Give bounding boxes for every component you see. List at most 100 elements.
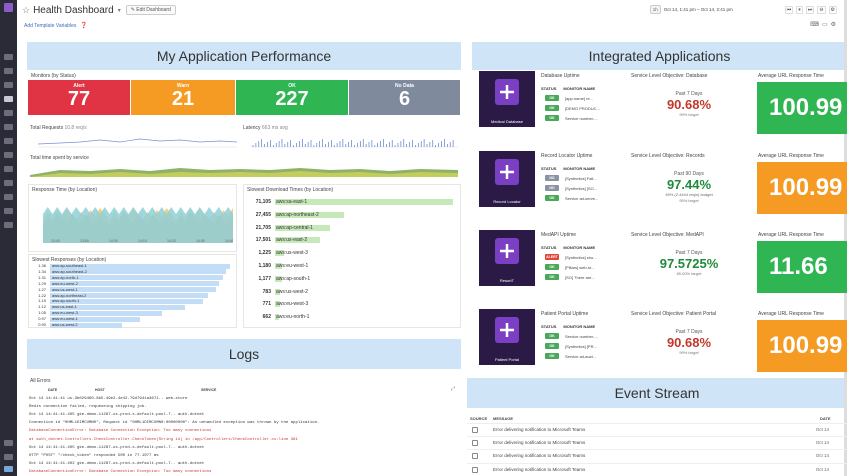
monitor-row[interactable]: OK [Synthetics] [PR... — [541, 343, 613, 349]
avg-response-value[interactable]: 11.66 — [757, 241, 847, 293]
monitor-row[interactable]: OK [SO] There are... — [541, 274, 613, 280]
download-row[interactable]: 771 aws:eu-west-3 — [245, 300, 457, 308]
response-row[interactable]: 1.31 aws:ap-north-1 — [34, 275, 234, 281]
metrics-icon[interactable] — [4, 138, 13, 144]
zoom-out-icon[interactable]: ⊖ — [817, 5, 826, 14]
monitor-row[interactable]: OK [Pillars] web-st... — [541, 264, 613, 270]
log-line[interactable]: Oct 14 14:41:41.402 gke-demo-11287-us-pr… — [29, 461, 205, 466]
response-row[interactable]: 1.29 aws:eu-west-2 — [34, 281, 234, 287]
tv-mode-icon[interactable]: ▭ — [821, 22, 831, 28]
avg-response-value[interactable]: 100.99 — [757, 82, 847, 134]
logs-icon[interactable] — [4, 194, 13, 200]
monitor-stat-alert[interactable]: Alert 77 — [28, 80, 130, 115]
response-row[interactable]: 1.22 aws:ap-northeast-2 — [34, 293, 234, 299]
monitor-row[interactable]: OK Service number-... — [541, 333, 613, 339]
response-row[interactable]: 0.90 aws:us-west-2 — [34, 322, 234, 328]
monitor-row[interactable]: OK Service ad-auct... — [541, 353, 613, 359]
log-line[interactable]: Redis connection failed, requeueing ship… — [29, 405, 147, 410]
download-row[interactable]: 27,455 aws:ap-northeast-2 — [245, 211, 457, 219]
search-icon[interactable] — [4, 54, 13, 60]
monitor-row[interactable]: NO DATA [Synthetics] [SO... — [541, 185, 613, 196]
events-icon[interactable] — [4, 82, 13, 88]
log-line[interactable]: Oct 14 14:41:41.405 gke-demo-11287-us-pr… — [29, 413, 205, 418]
slo-widget[interactable]: Service Level Objective: Patient Portal P… — [628, 311, 750, 356]
avatar[interactable] — [4, 466, 13, 472]
expand-icon[interactable]: ⤢ — [451, 386, 456, 392]
time-zone-toggle[interactable]: 1h — [649, 5, 661, 14]
ux-monitoring-icon[interactable] — [4, 222, 13, 228]
monitor-row[interactable]: ALERT [Synthetics] sho... — [541, 254, 613, 260]
log-line[interactable]: HTTP "POST" "/check_token" responded 500… — [29, 453, 159, 458]
event-row[interactable]: Error delivering notification to Microso… — [467, 423, 847, 435]
gear-icon[interactable]: ⚙ — [830, 22, 839, 28]
scrollbar[interactable] — [844, 0, 847, 476]
help-circle-icon[interactable]: ❓ — [80, 23, 88, 29]
latency-chart[interactable] — [243, 132, 458, 150]
monitor-row[interactable]: OK Service number-... — [541, 115, 613, 121]
log-line[interactable]: Connection id "0HML1DIMCUMN0", Request i… — [29, 421, 320, 426]
monitor-row[interactable]: OK [DEMO PRODUC... — [541, 105, 613, 111]
settings-icon[interactable]: ⚙ — [828, 5, 837, 14]
watchdog-icon[interactable] — [4, 68, 13, 74]
log-line[interactable]: DatabaseConnectionError: Database Connec… — [29, 469, 212, 474]
download-row[interactable]: 783 aws:us-west-2 — [245, 288, 457, 296]
slo-widget[interactable]: Service Level Objective: Database Past 7 … — [628, 73, 750, 118]
monitor-stat-warn[interactable]: Warn 21 — [131, 80, 235, 115]
keyboard-icon[interactable]: ⌨ — [810, 22, 822, 28]
avg-response-value[interactable]: 100.99 — [757, 320, 847, 372]
download-row[interactable]: 71,105 aws:sa-east-1 — [245, 198, 457, 206]
response-time-chart[interactable]: 13:40 13:50 14:00 14:10 14:20 14:30 14:40 — [43, 197, 233, 243]
total-requests-chart[interactable] — [30, 132, 237, 150]
security-icon[interactable] — [4, 208, 13, 214]
monitors-icon[interactable] — [4, 124, 13, 130]
response-row[interactable]: 1.05 aws:eu-west-3 — [34, 310, 234, 316]
team-icon[interactable] — [4, 454, 13, 460]
help-icon[interactable] — [4, 440, 13, 446]
response-row[interactable]: 1.36 aws:ap-southeast-1 — [34, 263, 234, 269]
app-icon-0[interactable]: Medical Database — [479, 71, 535, 127]
app-icon-2[interactable]: ResortT — [479, 230, 535, 286]
dashboards-icon[interactable] — [4, 96, 13, 102]
slo-widget[interactable]: Service Level Objective: MedAPI Past 7 Da… — [628, 232, 750, 277]
infrastructure-icon[interactable] — [4, 110, 13, 116]
download-row[interactable]: 21,705 aws:ap-central-1 — [245, 224, 457, 232]
notebooks-icon[interactable] — [4, 180, 13, 186]
chevron-down-icon[interactable]: ▾ — [117, 7, 121, 14]
avg-response-value[interactable]: 100.99 — [757, 162, 847, 214]
download-row[interactable]: 1,180 aws:eu-west-1 — [245, 262, 457, 270]
download-row[interactable]: 17,501 aws:us-east-2 — [245, 236, 457, 244]
time-range-picker[interactable]: Oct 14, 1:41 pm – Oct 14, 2:41 pm — [663, 7, 733, 12]
response-row[interactable]: 0.97 aws:eu-west-1 — [34, 316, 234, 322]
monitor-stat-no-data[interactable]: No Data 6 — [349, 80, 460, 115]
event-row[interactable]: Error delivering notification to Microso… — [467, 462, 847, 475]
integrations-icon[interactable] — [4, 152, 13, 158]
monitor-row[interactable]: OK [app.name] re... — [541, 95, 613, 101]
download-row[interactable]: 662 aws:eu-north-1 — [245, 313, 457, 321]
download-row[interactable]: 1,177 aws:ap-south-1 — [245, 275, 457, 283]
response-row[interactable]: 1.19 aws:ap-south-1 — [34, 298, 234, 304]
event-row[interactable]: Error delivering notification to Microso… — [467, 436, 847, 448]
log-line[interactable]: at auth_dotnet.Controllers.CheckControll… — [29, 437, 298, 442]
forward-icon[interactable]: ⏭ — [805, 5, 815, 14]
slo-widget[interactable]: Service Level Objective: Records Past 90 … — [628, 153, 750, 204]
response-row[interactable]: 1.34 aws:ap-southeast-2 — [34, 269, 234, 275]
total-time-chart[interactable] — [30, 161, 458, 177]
event-row[interactable]: Error delivering notification to Microso… — [467, 449, 847, 461]
response-row[interactable]: 1.27 aws:us-west-1 — [34, 287, 234, 293]
monitor-row[interactable]: NO DATA [Synthetics] Fail... — [541, 175, 613, 186]
log-line[interactable]: Oct 14 14:41:41.405 gke-demo-11287-us-pr… — [29, 445, 205, 450]
monitor-stat-ok[interactable]: OK 227 — [236, 80, 348, 115]
app-icon-3[interactable]: Patient Portal — [479, 309, 535, 365]
app-icon-1[interactable]: Record Locator — [479, 151, 535, 207]
response-row[interactable]: 1.12 aws:us-east-1 — [34, 304, 234, 310]
add-template-variables-link[interactable]: Add Template Variables ❓ — [24, 22, 88, 29]
rewind-icon[interactable]: ⏮ — [784, 5, 794, 14]
edit-dashboard-button[interactable]: ✎ Edit Dashboard — [125, 5, 176, 15]
log-line[interactable]: Oct 14 14:41:41 us-3b029460-8b5-49e2-4e4… — [29, 397, 188, 401]
pause-icon[interactable]: ⏸ — [796, 5, 803, 14]
monitor-row[interactable]: OK Service ad-serve... — [541, 195, 613, 201]
log-line[interactable]: DatabaseConnectionError: Database Connec… — [29, 429, 212, 434]
logo-icon[interactable] — [4, 3, 13, 12]
star-icon[interactable]: ☆ — [22, 4, 31, 15]
download-row[interactable]: 1,225 aws:us-west-3 — [245, 249, 457, 257]
